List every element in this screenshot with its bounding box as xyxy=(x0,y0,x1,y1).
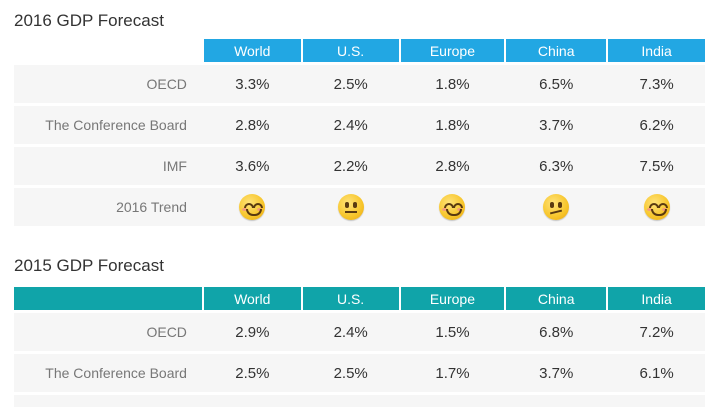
value-cell: 7.5% xyxy=(639,157,674,175)
header-us: U.S. xyxy=(302,39,399,62)
value-cell: 6.5% xyxy=(539,75,574,93)
header-india: India xyxy=(608,287,705,310)
section-title-2015: 2015 GDP Forecast xyxy=(14,256,164,275)
value-cell: 6.8% xyxy=(539,323,574,341)
table-row: OECD 3.3% 2.5% 1.8% 6.5% 7.3% xyxy=(14,65,705,103)
value-cell: 7.3% xyxy=(639,75,674,93)
value-cell: 6.3% xyxy=(539,157,574,175)
confused-face-icon xyxy=(543,194,570,220)
smiling-face-icon xyxy=(439,194,466,220)
value-cell: 6.1% xyxy=(639,364,674,382)
table-header-2015: World U.S. Europe China India xyxy=(14,287,705,310)
row-label: The Conference Board xyxy=(45,365,187,381)
value-cell: 7.2% xyxy=(639,323,674,341)
value-cell: 2.8% xyxy=(435,157,470,175)
table-row: The Conference Board 2.5% 2.5% 1.7% 3.7%… xyxy=(14,354,705,392)
value-cell: 1.5% xyxy=(435,323,470,341)
header-europe: Europe xyxy=(400,39,505,62)
value-cell: 3.3% xyxy=(235,75,270,93)
value-cell: 1.7% xyxy=(435,364,470,382)
row-label: OECD xyxy=(146,76,187,92)
smiling-face-icon xyxy=(643,194,670,220)
value-cell: 3.7% xyxy=(539,116,574,134)
row-label: 2016 Trend xyxy=(116,199,187,215)
table-2015: World U.S. Europe China India OECD 2.9% … xyxy=(14,287,705,407)
value-cell: 2.8% xyxy=(235,116,270,134)
header-china: China xyxy=(506,287,607,310)
value-cell: 2.9% xyxy=(235,323,270,341)
header-europe: Europe xyxy=(400,287,505,310)
neutral-face-icon xyxy=(337,194,364,220)
table-row: IMF 3.6% 2.2% 2.8% 6.3% 7.5% xyxy=(14,147,705,185)
row-label: The Conference Board xyxy=(45,117,187,133)
row-label: IMF xyxy=(162,158,187,174)
table-header-2016: World U.S. Europe China India xyxy=(14,39,705,62)
header-india: India xyxy=(608,39,705,62)
value-cell: 6.2% xyxy=(639,116,674,134)
table-row: The Conference Board 2.8% 2.4% 1.8% 3.7%… xyxy=(14,106,705,144)
value-cell: 2.5% xyxy=(333,364,368,382)
value-cell: 1.8% xyxy=(435,75,470,93)
header-us: U.S. xyxy=(302,287,399,310)
value-cell: 2.5% xyxy=(333,75,368,93)
table-2016: World U.S. Europe China India OECD 3.3% … xyxy=(14,39,705,226)
smiling-face-icon xyxy=(239,194,266,220)
header-world: World xyxy=(203,39,301,62)
table-row: OECD 2.9% 2.4% 1.5% 6.8% 7.2% xyxy=(14,313,705,351)
value-cell: 2.4% xyxy=(333,116,368,134)
header-china: China xyxy=(506,39,607,62)
value-cell: 1.8% xyxy=(435,116,470,134)
row-label: OECD xyxy=(146,324,187,340)
header-blank xyxy=(14,39,202,62)
table-row-partial xyxy=(14,395,705,407)
header-blank xyxy=(14,287,202,310)
header-world: World xyxy=(203,287,301,310)
section-title-2016: 2016 GDP Forecast xyxy=(14,11,164,30)
value-cell: 3.7% xyxy=(539,364,574,382)
value-cell: 2.5% xyxy=(235,364,270,382)
value-cell: 2.4% xyxy=(333,323,368,341)
value-cell: 3.6% xyxy=(235,157,270,175)
trend-row: 2016 Trend xyxy=(14,188,705,226)
value-cell: 2.2% xyxy=(333,157,368,175)
